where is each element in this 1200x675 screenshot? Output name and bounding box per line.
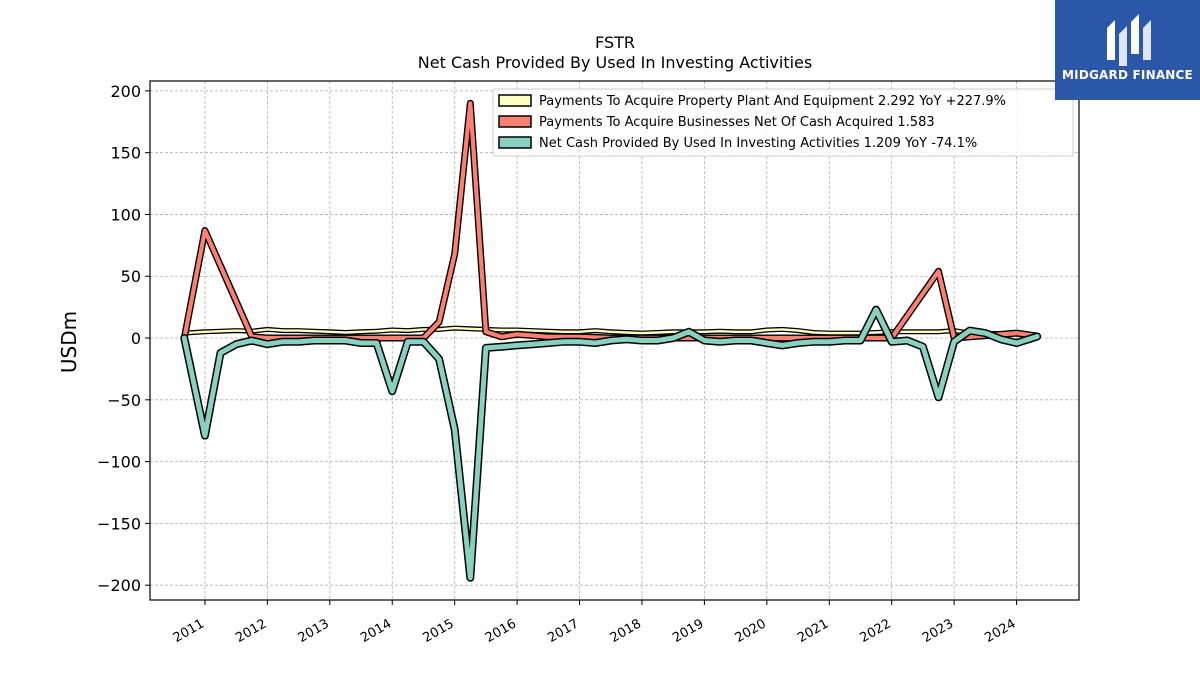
axes-frame — [149, 80, 1080, 601]
chart-subtitle: Net Cash Provided By Used In Investing A… — [418, 53, 812, 72]
y-tick-label: −150 — [97, 514, 141, 533]
legend-box — [492, 88, 1074, 157]
y-tick-label: 200 — [110, 82, 141, 101]
x-tick-label: 2014 — [358, 616, 394, 646]
legend-swatch — [498, 136, 532, 149]
logo: MIDGARD FINANCE — [1055, 0, 1200, 100]
x-axis: 2011 2012 2013 2014 2015 2016 2017 2018 2019 2020… — [171, 600, 1019, 646]
x-tick-label: 2018 — [608, 616, 644, 646]
x-tick-label: 2015 — [421, 616, 457, 646]
x-tick-label: 2017 — [545, 616, 581, 646]
x-tick-label: 2024 — [982, 616, 1018, 646]
series-1 — [181, 325, 1040, 338]
y-tick-label: 100 — [110, 205, 141, 224]
x-tick-label: 2013 — [296, 616, 332, 646]
logo-text: MIDGARD FINANCE — [1062, 68, 1193, 82]
series-3 — [180, 305, 1042, 582]
x-tick-label: 2023 — [920, 616, 956, 646]
y-axis: 200 150 100 50 0 −50 −100 −150 −200 — [97, 82, 150, 595]
y-tick-label: 0 — [131, 329, 141, 348]
legend: Payments To Acquire Property Plant And E… — [492, 88, 1074, 157]
x-tick-label: 2011 — [171, 616, 207, 646]
x-tick-label: 2019 — [670, 616, 706, 646]
legend-swatch — [498, 115, 532, 128]
legend-entry: Payments To Acquire Property Plant And E… — [539, 94, 1006, 109]
legend-entry: Net Cash Provided By Used In Investing A… — [539, 136, 977, 151]
legend-swatch — [498, 94, 532, 107]
plot-area — [180, 99, 1042, 582]
series-outline — [180, 305, 1042, 582]
grid — [150, 81, 1079, 600]
y-tick-label: −200 — [97, 576, 141, 595]
y-tick-label: −50 — [107, 391, 141, 410]
logo-mark-icon — [1107, 14, 1151, 66]
series-line — [183, 326, 1039, 337]
chart-title: FSTR — [595, 33, 635, 52]
x-tick-label: 2022 — [858, 616, 894, 646]
x-tick-label: 2016 — [483, 616, 519, 646]
y-tick-label: 150 — [110, 144, 141, 163]
x-tick-label: 2012 — [233, 616, 269, 646]
y-tick-label: −100 — [97, 453, 141, 472]
x-tick-label: 2021 — [795, 616, 831, 646]
y-axis-label: USDm — [57, 311, 81, 373]
y-tick-label: 50 — [121, 267, 141, 286]
x-tick-label: 2020 — [733, 616, 769, 646]
series-line — [181, 307, 1040, 581]
legend-entry: Payments To Acquire Businesses Net Of Ca… — [539, 115, 935, 130]
